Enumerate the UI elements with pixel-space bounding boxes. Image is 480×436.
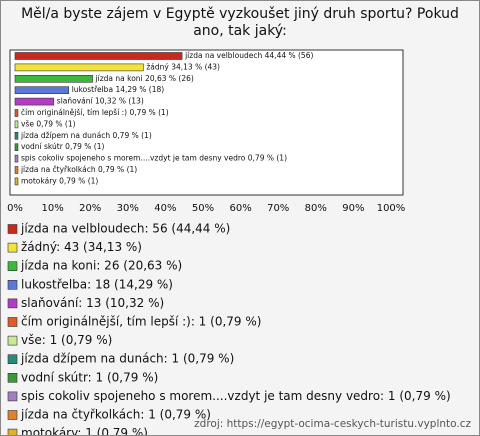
legend-swatch — [7, 317, 18, 327]
bar — [14, 166, 19, 174]
category-label: čím originálnější, tím lepší :) — [21, 108, 127, 117]
category-label: jízda na velbloudech — [184, 51, 262, 60]
legend-swatch — [7, 279, 18, 290]
x-tick-label: 10% — [41, 203, 63, 214]
bar — [14, 86, 70, 94]
bar-label: jízda na velbloudech 44,44 % (56) — [184, 51, 313, 60]
x-tick-label: 40% — [154, 203, 176, 214]
bar-label: jízda džípem na dunách 0,79 % (1) — [20, 131, 152, 140]
legend-label: vše: 1 (0,79 %) — [21, 333, 112, 347]
bar-label: slaňování 10,32 % (13) — [57, 97, 144, 106]
category-label: slaňování — [57, 97, 94, 106]
value-label: 0,79 % (1) — [36, 119, 75, 128]
value-label: 34,13 % (43) — [171, 62, 220, 71]
legend-swatch — [7, 242, 18, 253]
legend-swatch — [7, 261, 18, 272]
legend-swatch — [7, 224, 18, 234]
x-tick-label: 0% — [7, 203, 23, 214]
x-tick-label: 50% — [192, 203, 214, 214]
source: zdroj: https://egypt-ocima-ceskych-turis… — [194, 418, 471, 430]
value-label: 0,79 % (1) — [98, 165, 137, 174]
plot-frame — [9, 49, 404, 196]
x-tick-label: 80% — [305, 203, 327, 214]
value-label: 0,79 % (1) — [65, 142, 104, 151]
value-label: 0,79 % (1) — [248, 154, 287, 163]
value-label: 0,79 % (1) — [130, 108, 169, 117]
bar-label: vše 0,79 % (1) — [21, 119, 76, 128]
category-label: spis cokoliv spojeneho s morem....vzdyt … — [21, 154, 246, 163]
legend-label: spis cokoliv spojeneho s morem....vzdyt … — [21, 389, 451, 403]
legend-swatch — [7, 354, 18, 365]
legend-label: slaňování: 13 (10,32 %) — [21, 296, 164, 310]
legend-label: motokáry: 1 (0,79 %) — [21, 426, 148, 435]
legend-label: jízda na velbloudech: 56 (44,44 %) — [20, 222, 230, 236]
x-tick-label: 90% — [342, 203, 364, 214]
x-tick-label: 100% — [377, 203, 406, 214]
value-label: 0,79 % (1) — [59, 176, 98, 185]
value-label: 20,63 % (26) — [145, 74, 194, 83]
legend-label: čím originálnější, tím lepší :): 1 (0,79… — [21, 315, 261, 329]
category-label: jízda na čtyřkolkách — [20, 165, 96, 174]
legend-label: jízda na čtyřkolkách: 1 (0,79 %) — [20, 408, 211, 422]
bar — [14, 52, 183, 60]
legend-swatch — [7, 298, 18, 309]
bar — [14, 97, 55, 106]
bar-label: žádný 34,13 % (43) — [146, 62, 220, 71]
value-label: 0,79 % (1) — [113, 131, 152, 140]
value-label: 14,29 % (18) — [115, 85, 164, 94]
x-tick-label: 30% — [117, 203, 139, 214]
bar-label: lukostřelba 14,29 % (18) — [72, 85, 165, 94]
bar — [14, 143, 19, 151]
bar-label: vodní skútr 0,79 % (1) — [21, 142, 104, 151]
legend-label: lukostřelba: 18 (14,29 %) — [21, 277, 173, 291]
legend-swatch — [7, 372, 18, 383]
chart-title: Měl/a byste zájem v Egyptě vyzkoušet jin… — [21, 6, 459, 39]
bar — [14, 132, 19, 140]
category-label: jízda na koni — [95, 74, 143, 83]
bar — [14, 63, 144, 72]
x-tick-label: 20% — [79, 203, 101, 214]
legend-label: jízda džípem na dunách: 1 (0,79 %) — [20, 352, 234, 366]
category-label: jízda džípem na dunách — [20, 131, 110, 140]
category-label: motokáry — [21, 176, 57, 185]
legend-label: jízda na koni: 26 (20,63 %) — [20, 259, 182, 273]
category-label: vodní skútr — [21, 142, 64, 151]
bar-label: motokáry 0,79 % (1) — [21, 176, 98, 185]
category-label: vše — [21, 119, 34, 128]
x-tick-label: 60% — [229, 203, 251, 214]
legend-swatch — [7, 410, 18, 420]
legend-label: žádný: 43 (34,13 %) — [21, 240, 142, 254]
legend-swatch — [7, 335, 18, 346]
x-tick-label: 70% — [267, 203, 289, 214]
category-label: žádný — [146, 62, 169, 71]
bar — [14, 177, 19, 186]
bar — [14, 154, 19, 163]
bar — [14, 75, 93, 83]
legend-swatch — [7, 391, 18, 402]
value-label: 10,32 % (13) — [95, 97, 144, 106]
legend-swatch — [7, 428, 18, 435]
legend-label: vodní skútr: 1 (0,79 %) — [21, 370, 158, 384]
bar-label: spis cokoliv spojeneho s morem....vzdyt … — [21, 154, 287, 163]
category-label: lukostřelba — [72, 85, 113, 94]
value-label: 44,44 % (56) — [265, 51, 314, 60]
bar-label: jízda na čtyřkolkách 0,79 % (1) — [20, 165, 137, 174]
bar — [14, 109, 19, 117]
bar-label: jízda na koni 20,63 % (26) — [95, 74, 194, 83]
bar — [14, 120, 19, 129]
bar-label: čím originálnější, tím lepší :) 0,79 % (… — [21, 108, 169, 117]
